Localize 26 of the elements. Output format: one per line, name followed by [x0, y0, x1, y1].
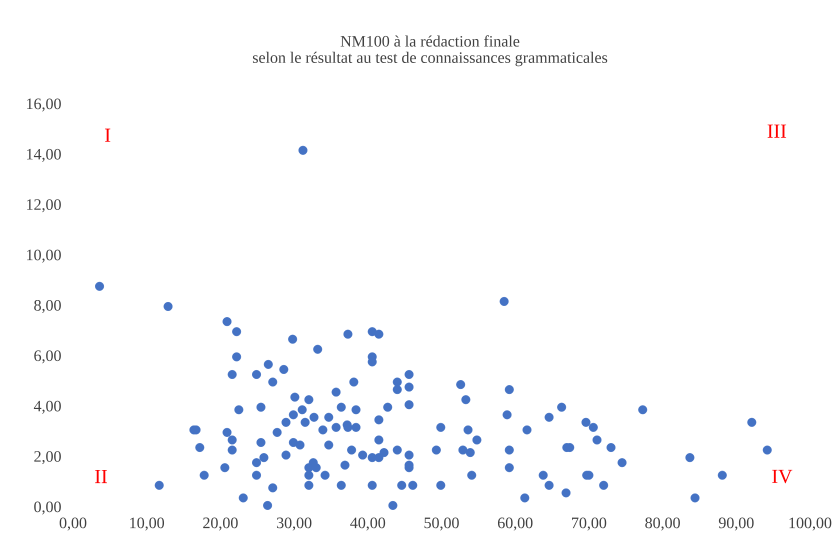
y-tick-label: 14,00 — [27, 148, 61, 162]
annotation: II — [95, 470, 107, 484]
x-tick-label: 40,00 — [350, 518, 386, 531]
chart-title: NM100 à la rédaction finale — [340, 35, 520, 47]
x-tick-label: 50,00 — [424, 518, 459, 531]
x-tick-label: 70,00 — [572, 518, 606, 531]
y-tick-label: 0,00 — [34, 501, 61, 515]
x-tick-label: 90,00 — [718, 518, 754, 531]
x-tick-label: 100,00 — [790, 518, 832, 531]
x-tick-label: 30,00 — [276, 518, 312, 531]
y-tick-label: 4,00 — [34, 400, 61, 414]
chart-subtitle: selon le résultat au test de connaissances grammaticales — [252, 52, 608, 66]
x-tick-label: 20,00 — [203, 518, 238, 531]
annotation: I — [105, 128, 110, 142]
annotation: IV — [772, 470, 792, 484]
y-tick-label: 2,00 — [34, 451, 61, 464]
y-tick-label: 6,00 — [34, 350, 61, 364]
x-tick-label: 10,00 — [130, 518, 164, 531]
x-tick-label: 0,00 — [60, 518, 86, 531]
y-tick-label: 8,00 — [34, 300, 61, 314]
annotation: III — [768, 124, 786, 138]
y-tick-label: 10,00 — [27, 250, 61, 263]
x-tick-label: 80,00 — [645, 518, 680, 531]
x-tick-label: 60,00 — [498, 518, 533, 531]
y-tick-label: 12,00 — [27, 199, 61, 212]
y-tick-label: 16,00 — [27, 98, 61, 112]
